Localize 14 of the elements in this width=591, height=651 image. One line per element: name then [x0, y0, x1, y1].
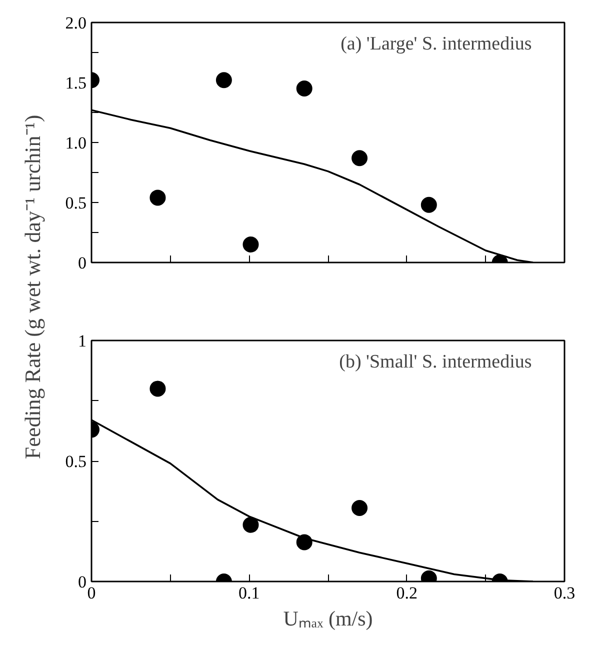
annotation: (a) 'Large' S. intermedius [340, 34, 532, 54]
y-tick-label: 1.5 [65, 74, 86, 92]
x-tick-label: 0.1 [238, 584, 260, 602]
y-tick-label: 0.5 [65, 452, 86, 471]
x-tick-label: 0.3 [554, 584, 576, 602]
annotation: (b) 'Small' S. intermedius [339, 352, 532, 372]
y-tick-label: 1 [78, 332, 86, 350]
x-axis-title: Uₘₐₓ (m/s) [283, 606, 373, 630]
x-tick-label: 0.2 [396, 584, 418, 602]
y-tick-label: 2.0 [65, 14, 86, 32]
y-axis-title: Feeding Rate (g wet wt. day⁻¹ urchin⁻¹) [20, 114, 45, 460]
y-tick-label: 1.0 [65, 134, 86, 152]
y-tick-label: 0 [78, 254, 86, 272]
y-tick-label: 0.5 [65, 194, 86, 212]
